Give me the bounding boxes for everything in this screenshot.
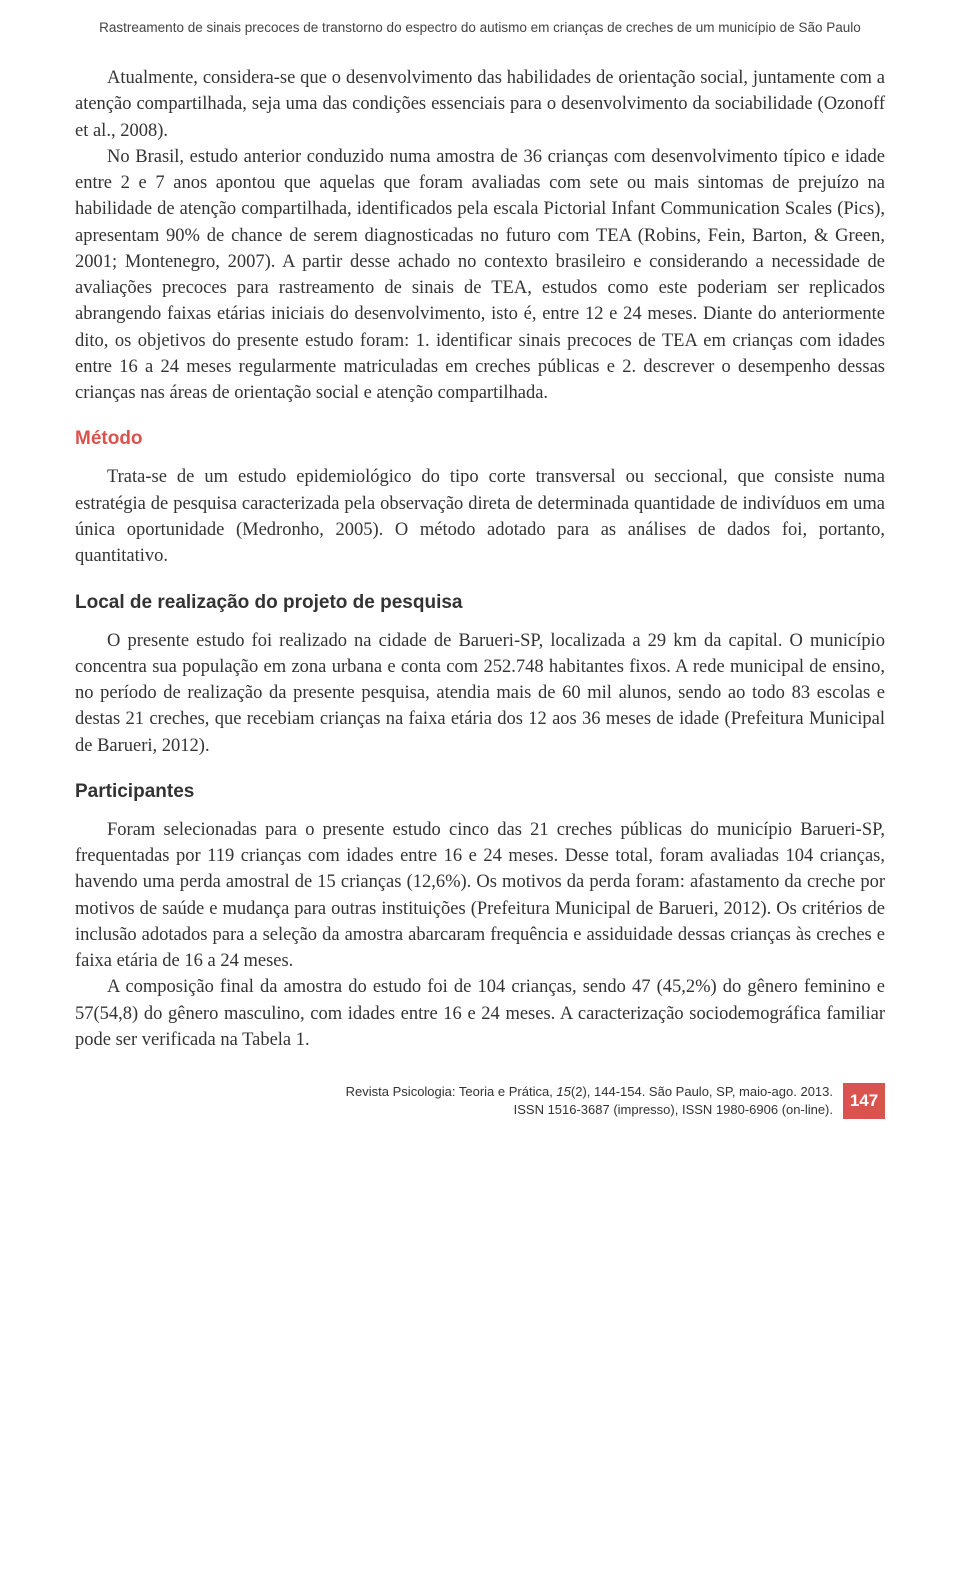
- paragraph-metodo: Trata-se de um estudo epidemiológico do …: [75, 464, 885, 569]
- footer-rest: (2), 144-154. São Paulo, SP, maio-ago. 2…: [571, 1084, 833, 1099]
- paragraph-participantes-1: Foram selecionadas para o presente estud…: [75, 817, 885, 975]
- footer-journal-prefix: Revista Psicologia: Teoria e Prática,: [346, 1084, 557, 1099]
- page-footer: Revista Psicologia: Teoria e Prática, 15…: [75, 1083, 885, 1119]
- paragraph-intro-2: No Brasil, estudo anterior conduzido num…: [75, 144, 885, 407]
- footer-volume: 15: [556, 1084, 570, 1099]
- subsection-heading-participantes: Participantes: [75, 781, 885, 803]
- paragraph-participantes-2: A composição final da amostra do estudo …: [75, 974, 885, 1053]
- paragraph-local: O presente estudo foi realizado na cidad…: [75, 628, 885, 759]
- footer-line-2: ISSN 1516-3687 (impresso), ISSN 1980-690…: [346, 1101, 833, 1119]
- footer-line-1: Revista Psicologia: Teoria e Prática, 15…: [346, 1083, 833, 1101]
- section-heading-metodo: Método: [75, 428, 885, 450]
- running-header: Rastreamento de sinais precoces de trans…: [75, 20, 885, 35]
- subsection-heading-local: Local de realização do projeto de pesqui…: [75, 592, 885, 614]
- footer-citation: Revista Psicologia: Teoria e Prática, 15…: [346, 1083, 833, 1119]
- paragraph-intro-1: Atualmente, considera-se que o desenvolv…: [75, 65, 885, 144]
- page-number: 147: [843, 1083, 885, 1119]
